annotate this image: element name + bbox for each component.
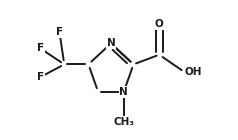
Text: CH₃: CH₃ [113, 117, 134, 127]
Text: OH: OH [185, 67, 203, 77]
Text: F: F [56, 27, 63, 37]
Text: F: F [37, 43, 44, 53]
Text: N: N [119, 87, 128, 97]
Text: O: O [155, 19, 164, 29]
Text: F: F [37, 72, 44, 82]
Text: N: N [107, 38, 115, 48]
